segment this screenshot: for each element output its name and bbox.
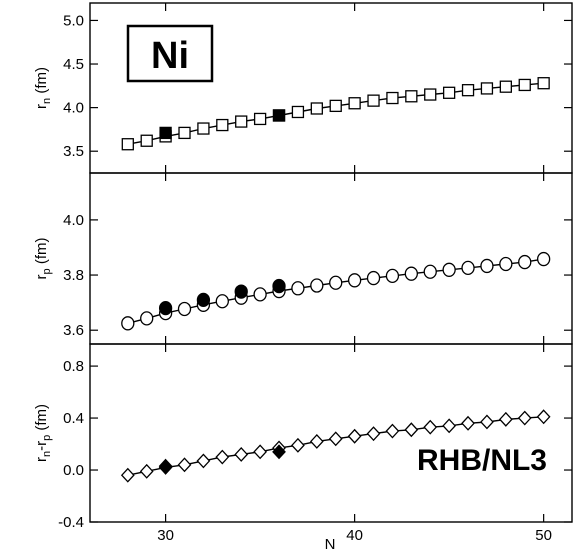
filled-diamond-point: [272, 444, 286, 460]
open-circle-point: [140, 311, 154, 326]
x-axis-label: N: [325, 536, 336, 553]
open-square-point: [424, 88, 437, 101]
open-square-point: [386, 91, 399, 105]
open-square-point: [442, 86, 456, 99]
open-square-point: [461, 84, 475, 97]
panel-top: 3.5 4.0 4.5 5.0 rn (fm) Ni: [33, 2, 573, 174]
open-circle-point: [518, 254, 532, 270]
open-diamond-point: [366, 426, 381, 442]
open-square-point: [216, 118, 229, 132]
open-square-point: [121, 138, 134, 151]
open-square-point: [518, 78, 531, 92]
y-tick-label: 4.5: [63, 56, 84, 73]
y-tick-label: 0.0: [63, 462, 84, 479]
open-square-point: [178, 126, 191, 140]
y-axis-label: rn (fm): [33, 67, 53, 109]
open-square-point: [140, 134, 153, 147]
open-circle-point: [385, 268, 400, 284]
open-diamond-point: [404, 422, 419, 438]
element-label-box: [126, 24, 214, 83]
open-diamond-point: [347, 428, 362, 444]
y-tick-label: 3.6: [63, 322, 84, 339]
open-circle-point: [177, 301, 192, 317]
filled-circle-point: [234, 284, 248, 299]
open-diamond-point: [517, 410, 532, 426]
filled-square-point: [272, 109, 286, 122]
panel-bottom: -0.4 0.0 0.4 0.8 rn-rp (fm) RHB/NL3 30 40 50 N: [33, 343, 573, 553]
y-tick-label: 0.8: [63, 358, 84, 375]
open-square-point: [253, 112, 267, 126]
open-diamond-point: [498, 411, 513, 427]
plot-frame: [89, 343, 573, 523]
open-circle-point: [499, 256, 513, 272]
open-circle-point: [442, 262, 456, 277]
y-tick-label: -0.4: [58, 514, 84, 531]
filled-circle-point: [158, 300, 173, 316]
open-circle-point: [310, 278, 324, 293]
x-tick-label: 50: [535, 527, 552, 544]
open-circle-point: [404, 266, 418, 281]
y-axis-label: rp (fm): [33, 238, 53, 280]
y-tick-label: 3.8: [63, 267, 84, 284]
y-tick-label: 4.0: [63, 100, 84, 117]
open-circle-point: [253, 287, 267, 302]
open-circle-point: [423, 264, 437, 279]
open-square-point: [291, 105, 305, 119]
open-square-point: [310, 102, 323, 115]
open-diamond-point: [442, 418, 457, 434]
open-circle-point: [536, 251, 551, 267]
open-diamond-point: [385, 423, 400, 439]
open-diamond-point: [309, 433, 324, 449]
open-diamond-point: [536, 409, 551, 425]
filled-diamond-point: [158, 458, 173, 474]
open-square-point: [480, 82, 494, 95]
element-label: Ni: [151, 35, 189, 77]
open-square-point: [367, 94, 380, 107]
open-circle-point: [291, 281, 305, 296]
y-axis-label: rn-rp (fm): [33, 404, 53, 462]
open-diamond-point: [120, 467, 135, 483]
filled-circle-point: [272, 278, 286, 294]
open-square-point: [537, 77, 550, 90]
y-tick-label: 3.5: [63, 143, 84, 160]
open-diamond-point: [423, 419, 438, 435]
y-tick-label: 5.0: [63, 12, 84, 29]
y-tick-label: 0.4: [63, 410, 84, 427]
open-square-point: [405, 90, 418, 103]
x-tick-label: 30: [157, 527, 174, 544]
model-label: RHB/NL3: [417, 444, 547, 477]
open-square-point: [329, 99, 342, 113]
open-circle-point: [366, 270, 381, 286]
open-diamond-point: [291, 437, 305, 453]
open-circle-point: [215, 294, 229, 309]
panel-middle: 3.6 3.8 4.0 rp (fm): [33, 172, 573, 345]
x-tick-label: 40: [346, 527, 363, 544]
open-circle-point: [329, 275, 343, 290]
open-diamond-point: [480, 414, 494, 430]
open-diamond-point: [461, 415, 475, 431]
open-diamond-point: [215, 449, 230, 465]
filled-square-point: [159, 126, 172, 140]
filled-circle-point: [196, 292, 211, 308]
open-diamond-point: [196, 453, 211, 469]
open-diamond-point: [234, 446, 249, 462]
open-circle-point: [121, 316, 135, 331]
open-diamond-point: [139, 463, 154, 479]
open-square-point: [197, 122, 210, 135]
open-circle-point: [461, 260, 475, 276]
open-circle-point: [480, 258, 494, 274]
open-square-point: [348, 97, 361, 110]
open-square-point: [499, 80, 512, 93]
open-square-point: [235, 115, 248, 128]
y-tick-label: 4.0: [63, 212, 84, 229]
open-diamond-point: [177, 457, 192, 473]
open-diamond-point: [253, 444, 268, 460]
open-circle-point: [347, 273, 362, 288]
open-diamond-point: [328, 431, 343, 447]
